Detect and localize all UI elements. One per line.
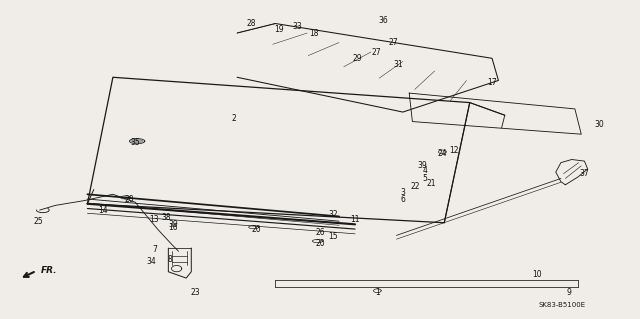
Text: 3: 3: [401, 188, 405, 197]
Text: 8: 8: [168, 255, 173, 263]
Text: 14: 14: [99, 206, 108, 215]
Text: 19: 19: [274, 25, 284, 34]
Text: 39: 39: [417, 161, 427, 170]
Text: 32: 32: [328, 210, 337, 219]
Text: 36: 36: [379, 16, 388, 25]
Text: 16: 16: [168, 223, 179, 232]
Text: 22: 22: [411, 182, 420, 191]
Text: 35: 35: [131, 137, 140, 147]
Text: 9: 9: [566, 288, 571, 297]
Text: 15: 15: [328, 233, 337, 241]
Text: 21: 21: [427, 179, 436, 188]
Text: 27: 27: [388, 38, 398, 47]
Text: 39: 39: [168, 220, 179, 229]
Text: 20: 20: [252, 225, 261, 234]
Text: 1: 1: [375, 288, 380, 297]
Text: 2: 2: [232, 114, 236, 123]
Text: 5: 5: [422, 174, 428, 183]
Text: 33: 33: [293, 22, 303, 31]
Text: 31: 31: [393, 60, 403, 69]
Text: 20: 20: [124, 195, 134, 204]
Text: SK83-B5100E: SK83-B5100E: [539, 302, 586, 308]
Text: 13: 13: [150, 215, 159, 224]
Polygon shape: [131, 139, 143, 143]
Text: 37: 37: [580, 169, 589, 178]
Text: 11: 11: [350, 215, 360, 224]
Text: 18: 18: [309, 28, 318, 38]
Text: 28: 28: [246, 19, 256, 28]
Text: 6: 6: [401, 195, 405, 204]
Text: 34: 34: [147, 257, 156, 266]
Text: 24: 24: [438, 149, 447, 158]
Text: 25: 25: [33, 217, 43, 226]
Text: 4: 4: [422, 166, 428, 175]
Text: 20: 20: [315, 239, 325, 248]
Text: 29: 29: [352, 54, 362, 63]
Text: 38: 38: [161, 212, 171, 222]
Text: 10: 10: [532, 271, 541, 279]
Text: 7: 7: [152, 245, 157, 254]
Text: 23: 23: [191, 288, 200, 297]
Text: 27: 27: [371, 48, 381, 57]
Text: FR.: FR.: [41, 266, 58, 275]
Text: 26: 26: [315, 228, 325, 237]
Text: 17: 17: [487, 78, 497, 86]
Text: 30: 30: [594, 120, 604, 129]
Text: 12: 12: [449, 145, 459, 154]
